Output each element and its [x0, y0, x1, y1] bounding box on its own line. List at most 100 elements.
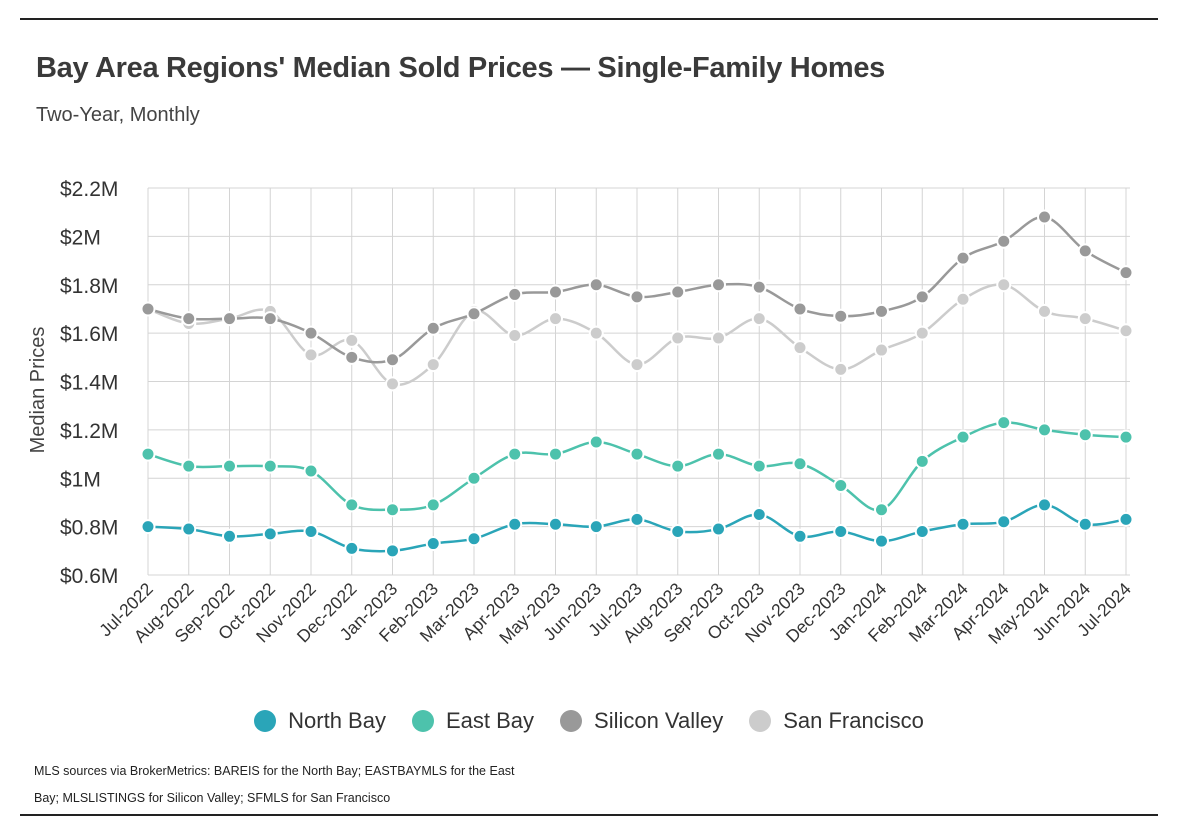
point-north-bay	[1077, 516, 1093, 532]
point-san-francisco	[996, 277, 1012, 293]
y-tick-label: $1.2M	[60, 420, 118, 443]
point-san-francisco	[751, 311, 767, 327]
point-san-francisco	[588, 325, 604, 341]
point-san-francisco	[1077, 311, 1093, 327]
point-north-bay	[303, 523, 319, 539]
point-silicon-valley	[466, 306, 482, 322]
point-east-bay	[629, 446, 645, 462]
point-silicon-valley	[303, 325, 319, 341]
point-east-bay	[751, 458, 767, 474]
point-silicon-valley	[1077, 243, 1093, 259]
point-north-bay	[262, 526, 278, 542]
point-san-francisco	[344, 332, 360, 348]
legend-swatch-north-bay	[254, 710, 277, 732]
line-chart: $0.6M $0.8M $1M $1.2M $1.4M $1.6M $1.8M $2M $2.2…	[27, 178, 1135, 648]
point-silicon-valley	[344, 349, 360, 365]
point-silicon-valley	[670, 284, 686, 300]
series-silicon-valley	[140, 209, 1134, 368]
point-east-bay	[344, 497, 360, 513]
y-tick-label: $2.2M	[60, 178, 118, 201]
point-north-bay	[670, 523, 686, 539]
point-silicon-valley	[996, 233, 1012, 249]
point-silicon-valley	[507, 286, 523, 302]
point-north-bay	[588, 519, 604, 535]
point-north-bay	[792, 528, 808, 544]
point-silicon-valley	[914, 289, 930, 305]
point-east-bay	[588, 434, 604, 450]
legend-swatch-san-francisco	[749, 710, 772, 732]
chart-series	[140, 209, 1134, 559]
point-san-francisco	[792, 340, 808, 356]
source-note-line-2: Bay; MLSLISTINGS for Silicon Valley; SFM…	[34, 791, 391, 805]
legend-item-silicon-valley: Silicon Valley	[560, 708, 723, 734]
point-east-bay	[874, 502, 889, 518]
point-east-bay	[303, 463, 319, 479]
point-silicon-valley	[629, 289, 645, 305]
point-san-francisco	[385, 376, 400, 392]
point-silicon-valley	[792, 301, 808, 317]
point-san-francisco	[955, 291, 971, 307]
point-east-bay	[833, 478, 849, 494]
chart-title: Bay Area Regions' Median Sold Prices — S…	[36, 52, 886, 84]
legend-item-north-bay: North Bay	[254, 708, 386, 734]
legend-item-east-bay: East Bay	[411, 708, 535, 734]
point-silicon-valley	[711, 277, 726, 293]
point-north-bay	[874, 533, 889, 549]
y-tick-label: $1.6M	[60, 323, 118, 346]
point-silicon-valley	[751, 279, 767, 295]
point-san-francisco	[1037, 303, 1052, 319]
point-north-bay	[548, 516, 563, 532]
point-north-bay	[425, 536, 441, 552]
legend-label-silicon-valley: Silicon Valley	[594, 708, 724, 733]
point-silicon-valley	[548, 284, 563, 300]
point-east-bay	[466, 470, 482, 486]
y-tick-label: $2M	[60, 226, 101, 249]
point-north-bay	[466, 531, 482, 547]
series-north-bay	[140, 497, 1134, 559]
point-san-francisco	[1118, 323, 1134, 339]
point-east-bay	[670, 458, 686, 474]
chart-legend: North Bay East Bay Silicon Valley San Franc…	[0, 708, 1178, 734]
x-axis-ticks: Jul-2022Aug-2022Sep-2022Oct-2022Nov-2022…	[95, 579, 1135, 648]
y-tick-label: $0.8M	[60, 517, 118, 540]
point-san-francisco	[874, 342, 889, 358]
bottom-rule	[20, 814, 1158, 816]
y-tick-label: $1.4M	[60, 372, 118, 395]
point-north-bay	[1118, 511, 1134, 527]
legend-label-north-bay: North Bay	[288, 708, 386, 733]
point-east-bay	[1037, 422, 1052, 438]
point-silicon-valley	[222, 311, 237, 327]
point-silicon-valley	[262, 311, 278, 327]
point-east-bay	[140, 446, 156, 462]
legend-swatch-east-bay	[411, 710, 434, 732]
point-north-bay	[222, 528, 237, 544]
point-east-bay	[507, 446, 523, 462]
point-san-francisco	[629, 357, 645, 373]
point-east-bay	[711, 446, 726, 462]
point-north-bay	[140, 519, 156, 535]
point-east-bay	[955, 429, 971, 445]
point-east-bay	[996, 415, 1012, 431]
point-silicon-valley	[1037, 209, 1052, 225]
point-silicon-valley	[181, 311, 197, 327]
legend-item-san-francisco: San Francisco	[749, 708, 924, 734]
point-north-bay	[833, 523, 849, 539]
point-north-bay	[629, 511, 645, 527]
y-tick-label: $1M	[60, 468, 101, 491]
y-axis-label: Median Prices	[27, 327, 49, 454]
point-north-bay	[507, 516, 523, 532]
point-silicon-valley	[588, 277, 604, 293]
legend-label-east-bay: East Bay	[445, 708, 535, 733]
point-north-bay	[996, 514, 1012, 530]
point-east-bay	[548, 446, 563, 462]
point-north-bay	[751, 507, 767, 523]
y-tick-label: $0.6M	[60, 565, 118, 588]
point-east-bay	[792, 456, 808, 472]
y-axis-ticks: $0.6M $0.8M $1M $1.2M $1.4M $1.6M $1.8M $2M $2.2…	[60, 178, 118, 588]
point-north-bay	[955, 516, 971, 532]
point-north-bay	[181, 521, 197, 537]
point-san-francisco	[425, 357, 441, 373]
point-north-bay	[711, 521, 726, 537]
point-east-bay	[425, 497, 441, 513]
point-north-bay	[344, 540, 360, 556]
